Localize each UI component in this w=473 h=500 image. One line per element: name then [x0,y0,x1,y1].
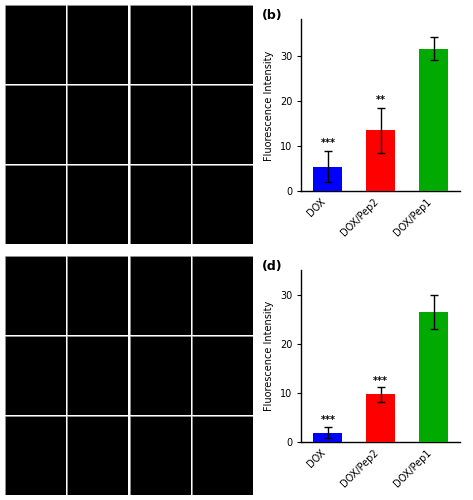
Title: Merge: Merge [210,0,236,4]
Y-axis label: DOX: DOX [1,288,6,302]
Text: **: ** [376,96,386,106]
Title: Calcein-AM: Calcein-AM [76,249,120,255]
Y-axis label: DOX/Pep1: DOX/Pep1 [1,189,6,220]
Text: ***: *** [320,415,335,425]
Text: ***: *** [320,138,335,148]
Text: (a): (a) [7,8,27,20]
Title: DOX: DOX [152,249,169,255]
Y-axis label: DOX/Pep2: DOX/Pep2 [1,360,6,391]
Bar [366,130,395,192]
Title: DOX: DOX [152,0,169,4]
Text: ***: *** [373,376,388,386]
Y-axis label: Fluorescence Intensity: Fluorescence Intensity [264,301,274,412]
Y-axis label: DOX/Pep2: DOX/Pep2 [1,109,6,140]
Title: DAPI: DAPI [26,0,45,4]
Title: Calcein-AM: Calcein-AM [76,0,120,4]
Text: (c): (c) [7,258,26,272]
Text: (d): (d) [262,260,282,273]
Y-axis label: DOX: DOX [1,38,6,51]
Bar [419,312,448,442]
Bar [366,394,395,442]
Bar [313,432,342,442]
Title: DAPI: DAPI [26,249,45,255]
Title: Merge: Merge [210,249,236,255]
Y-axis label: Fluorescence Intensity: Fluorescence Intensity [264,50,274,160]
Bar [419,49,448,192]
Text: (b): (b) [262,9,282,22]
Bar [313,166,342,192]
Y-axis label: DOX/Pep1: DOX/Pep1 [1,440,6,471]
